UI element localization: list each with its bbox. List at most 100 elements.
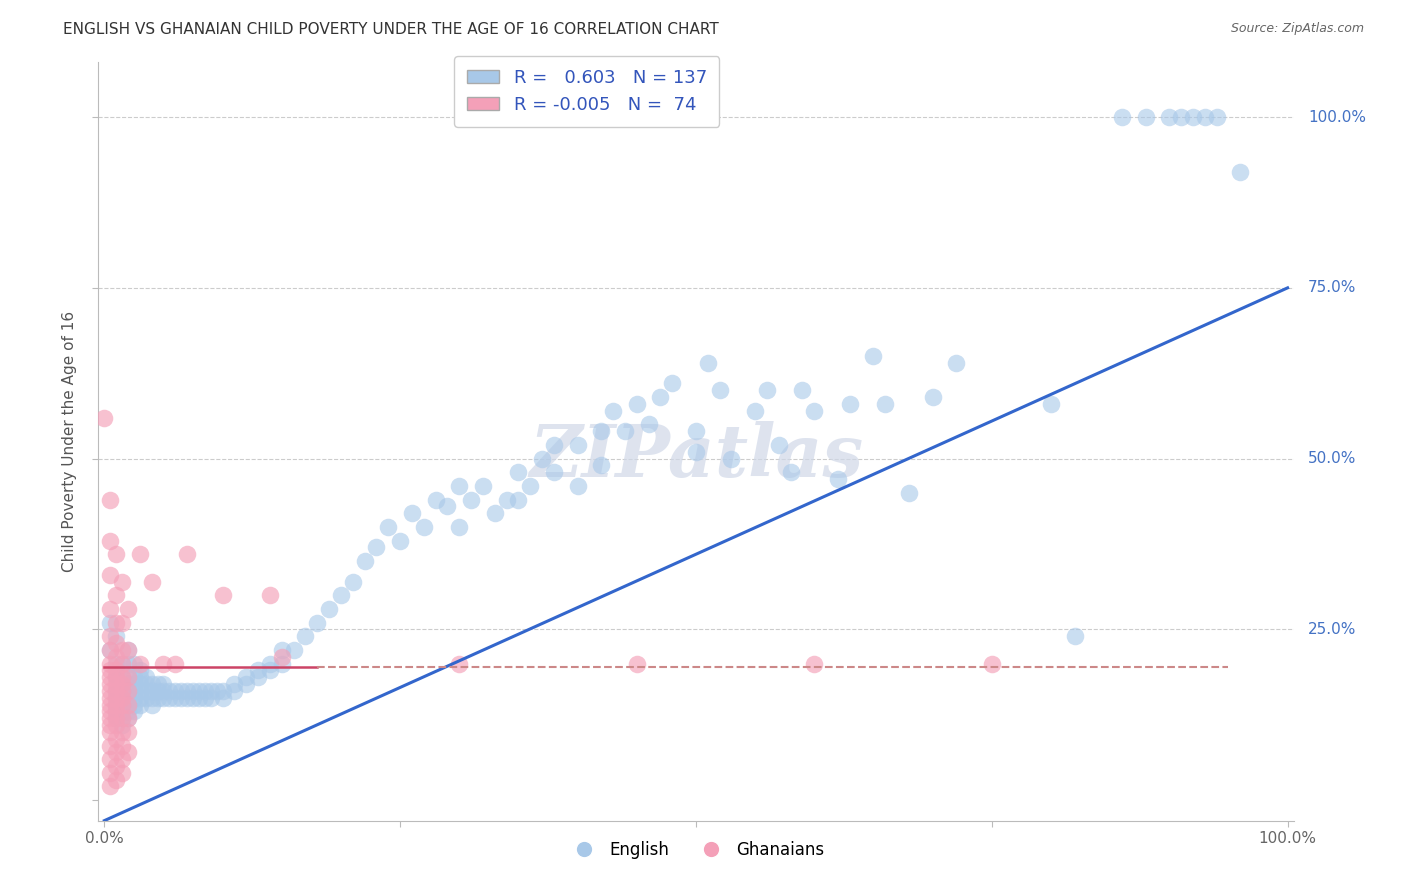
Point [205, 684, 228, 698]
Point [165, 657, 187, 671]
Point [128, 547, 150, 561]
Point [768, 438, 790, 452]
Point [117, 745, 139, 759]
Point [200, 690, 222, 705]
Point [98, 602, 121, 616]
Point [141, 698, 163, 712]
Point [200, 684, 222, 698]
Point [111, 690, 134, 705]
Point [105, 690, 128, 705]
Point [755, 384, 778, 398]
Point [105, 704, 128, 718]
Point [862, 349, 884, 363]
Point [111, 724, 134, 739]
Point [98, 739, 121, 753]
Point [543, 438, 565, 452]
Point [366, 541, 388, 555]
Point [531, 451, 554, 466]
Y-axis label: Child Poverty Under the Age of 16: Child Poverty Under the Age of 16 [62, 311, 77, 572]
Point [128, 684, 150, 698]
Point [105, 718, 128, 732]
Point [111, 574, 134, 589]
Point [111, 643, 134, 657]
Text: Source: ZipAtlas.com: Source: ZipAtlas.com [1230, 22, 1364, 36]
Point [685, 425, 707, 439]
Point [128, 670, 150, 684]
Point [176, 547, 198, 561]
Point [165, 684, 187, 698]
Point [128, 690, 150, 705]
Point [122, 698, 145, 712]
Point [117, 724, 139, 739]
Point [1170, 110, 1192, 124]
Point [146, 690, 169, 705]
Point [111, 752, 134, 766]
Point [117, 698, 139, 712]
Point [591, 458, 613, 473]
Text: 50.0%: 50.0% [1308, 451, 1357, 467]
Point [875, 397, 897, 411]
Point [98, 690, 121, 705]
Point [117, 657, 139, 671]
Point [626, 657, 648, 671]
Point [105, 698, 128, 712]
Point [122, 657, 145, 671]
Point [602, 404, 624, 418]
Point [111, 677, 134, 691]
Point [188, 684, 211, 698]
Point [105, 677, 128, 691]
Point [111, 711, 134, 725]
Point [211, 690, 233, 705]
Point [98, 684, 121, 698]
Point [111, 684, 134, 698]
Point [194, 684, 217, 698]
Point [181, 684, 204, 698]
Point [105, 759, 128, 773]
Point [105, 698, 128, 712]
Point [152, 657, 174, 671]
Point [495, 492, 517, 507]
Point [105, 684, 128, 698]
Point [170, 684, 193, 698]
Point [247, 670, 270, 684]
Point [259, 664, 281, 678]
Point [152, 690, 174, 705]
Point [117, 670, 139, 684]
Point [135, 677, 157, 691]
Point [353, 554, 375, 568]
Point [117, 711, 139, 725]
Point [105, 649, 128, 664]
Point [98, 780, 121, 794]
Point [105, 629, 128, 643]
Point [111, 615, 134, 630]
Point [157, 684, 180, 698]
Point [128, 698, 150, 712]
Point [111, 698, 134, 712]
Point [105, 745, 128, 759]
Point [247, 664, 270, 678]
Point [105, 670, 128, 684]
Point [1111, 110, 1133, 124]
Point [111, 711, 134, 725]
Point [176, 684, 198, 698]
Point [152, 677, 174, 691]
Point [259, 588, 281, 602]
Point [111, 657, 134, 671]
Point [122, 670, 145, 684]
Point [650, 390, 672, 404]
Point [449, 657, 471, 671]
Point [117, 684, 139, 698]
Point [1039, 397, 1062, 411]
Point [117, 698, 139, 712]
Point [105, 772, 128, 787]
Point [105, 588, 128, 602]
Point [827, 472, 849, 486]
Legend: English, Ghanaians: English, Ghanaians [561, 834, 831, 865]
Point [98, 629, 121, 643]
Point [98, 615, 121, 630]
Point [779, 465, 801, 479]
Point [98, 643, 121, 657]
Point [98, 698, 121, 712]
Point [117, 602, 139, 616]
Point [377, 520, 399, 534]
